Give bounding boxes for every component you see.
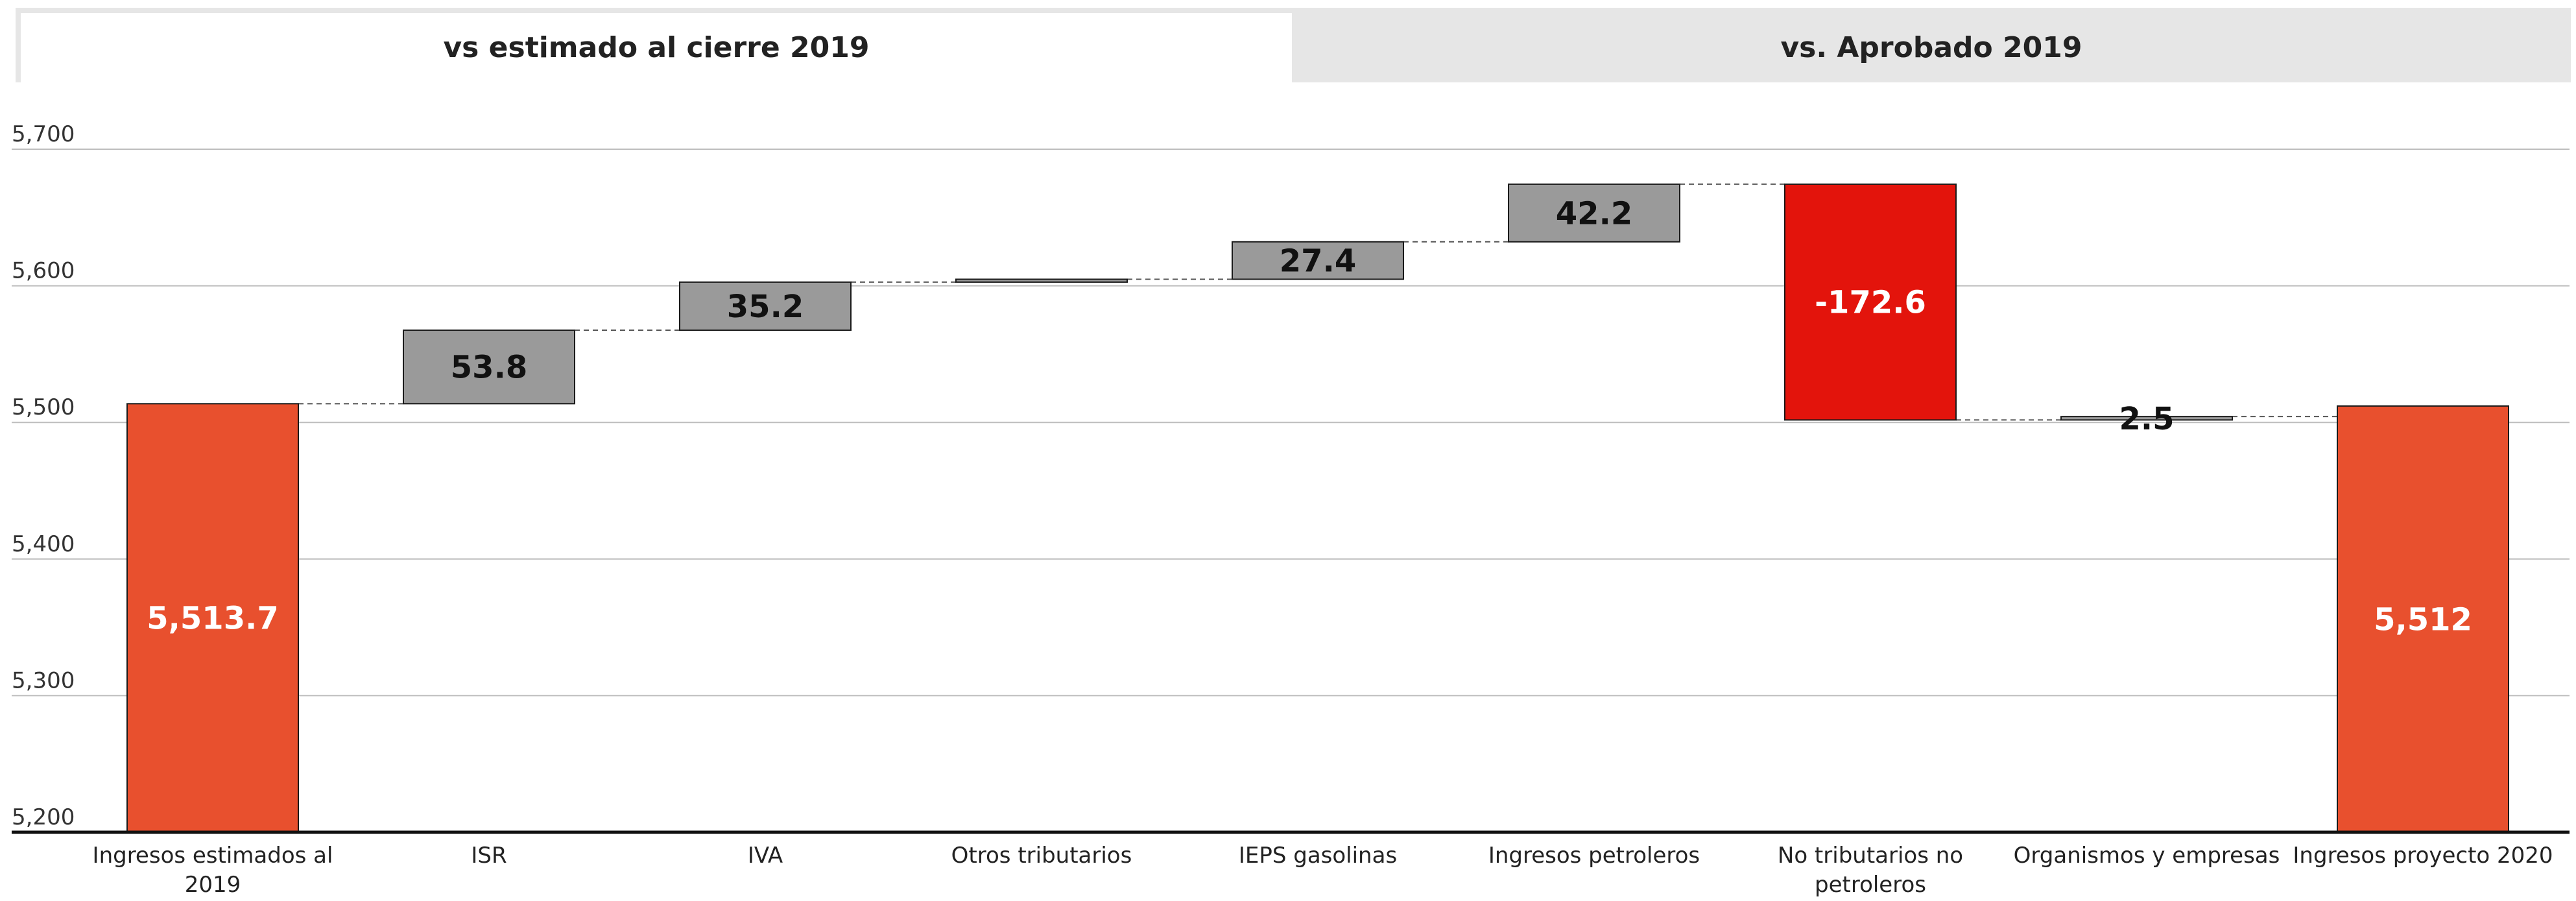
y-tick-label: 5,700 (12, 121, 75, 147)
bar (955, 278, 1128, 283)
bar (126, 403, 299, 833)
bar-value-label: -172.6 (1815, 285, 1926, 321)
x-category-label: petroleros (1815, 872, 1926, 898)
x-category-label: Ingresos proyecto 2020 (2293, 843, 2553, 869)
x-category-label: No tributarios no (1778, 843, 1963, 869)
tab-vs-aprobado[interactable]: vs. Aprobado 2019 (1292, 13, 2571, 82)
bar (1232, 241, 1404, 280)
bar-value-label: 53.8 (451, 350, 527, 386)
bar (1508, 183, 1680, 243)
y-tick-label: 5,600 (12, 258, 75, 284)
y-tick-label: 5,400 (12, 531, 75, 557)
bar-value-label: 42.2 (1556, 195, 1632, 232)
x-category-label: Organismos y empresas (2014, 843, 2280, 869)
x-category-label: IVA (748, 843, 783, 869)
bar-value-label: 2.5 (2119, 401, 2174, 437)
bar (403, 330, 575, 405)
tab-vs-estimado[interactable]: vs estimado al cierre 2019 (21, 13, 1292, 82)
bar-value-label: 5,513.7 (147, 601, 278, 637)
bar-value-label: 5,512 (2374, 601, 2472, 638)
y-tick-label: 5,500 (12, 394, 75, 420)
x-category-label: IEPS gasolinas (1239, 843, 1397, 869)
x-category-label: 2019 (185, 872, 241, 898)
x-category-label: Otros tributarios (951, 843, 1132, 869)
y-tick-label: 5,200 (12, 804, 75, 830)
x-category-label: Ingresos estimados al (93, 843, 333, 869)
bar (2060, 416, 2233, 421)
x-category-label: Ingresos petroleros (1488, 843, 1700, 869)
x-category-label: ISR (471, 843, 507, 869)
bar-value-label: 27.4 (1280, 243, 1356, 280)
tab-bar: vs estimado al cierre 2019 vs. Aprobado … (16, 8, 2571, 82)
bar (1784, 183, 1957, 421)
y-tick-label: 5,300 (12, 667, 75, 693)
bar (679, 281, 852, 331)
bar (2337, 405, 2509, 833)
bar-value-label: 35.2 (727, 289, 804, 325)
